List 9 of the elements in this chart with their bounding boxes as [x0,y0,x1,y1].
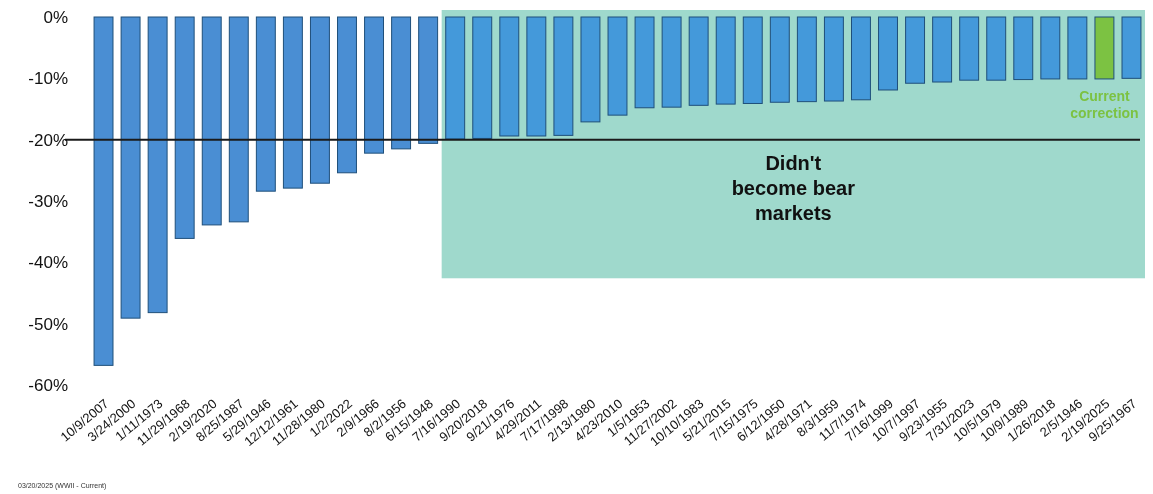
y-tick-label: -20% [28,130,68,150]
y-tick-label: -30% [28,191,68,211]
y-tick-label: -50% [28,314,68,334]
y-tick-label: -60% [28,375,68,395]
annotation: Current correction [1070,87,1139,121]
y-tick-label: -40% [28,253,68,273]
y-tick-label: 0% [43,7,68,27]
y-tick-label: -10% [28,69,68,89]
band-label: Didn't become bear markets [731,152,856,225]
